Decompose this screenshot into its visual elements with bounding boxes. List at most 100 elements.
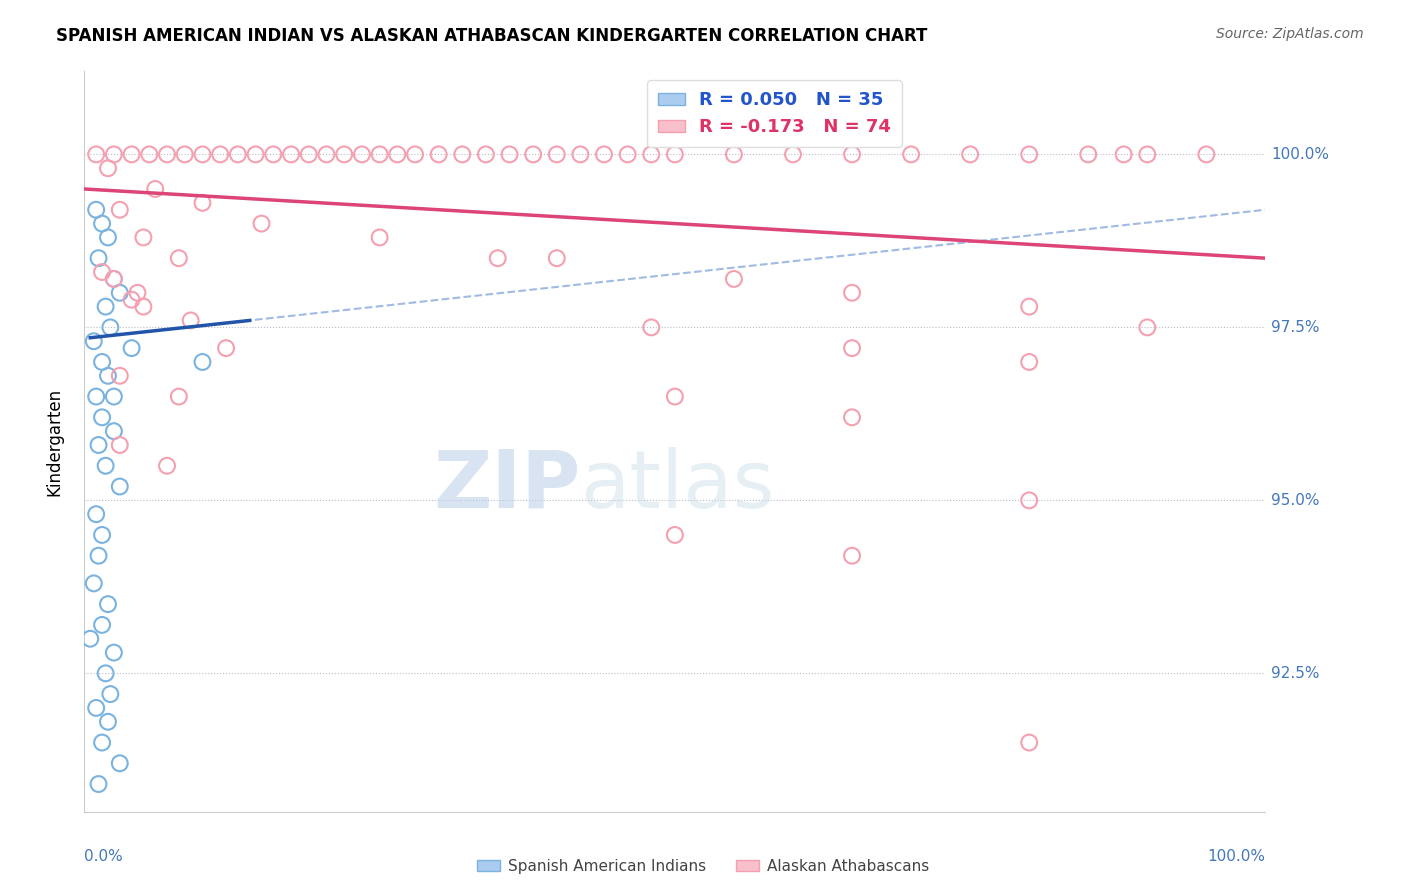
Text: ZIP: ZIP: [433, 447, 581, 525]
Point: [841, 549, 863, 563]
Point: [91, 528, 114, 542]
Point: [103, 646, 125, 660]
Point: [173, 147, 195, 161]
Y-axis label: Kindergarten: Kindergarten: [45, 387, 63, 496]
Point: [350, 147, 373, 161]
Point: [103, 272, 125, 286]
Point: [1136, 320, 1159, 334]
Point: [98, 320, 121, 334]
Point: [640, 147, 662, 161]
Point: [108, 756, 131, 771]
Point: [191, 195, 214, 210]
Point: [108, 479, 131, 493]
Point: [664, 147, 686, 161]
Point: [841, 410, 863, 425]
Point: [79, 632, 101, 646]
Point: [1112, 147, 1135, 161]
Point: [84, 701, 107, 715]
Point: [143, 182, 166, 196]
Point: [1195, 147, 1218, 161]
Point: [664, 528, 686, 542]
Point: [84, 202, 107, 217]
Point: [167, 390, 190, 404]
Point: [593, 147, 616, 161]
Point: [91, 217, 114, 231]
Point: [83, 334, 105, 349]
Point: [84, 507, 107, 521]
Point: [103, 272, 125, 286]
Point: [664, 390, 686, 404]
Legend: R = 0.050   N = 35, R = -0.173   N = 74: R = 0.050 N = 35, R = -0.173 N = 74: [647, 80, 903, 147]
Point: [87, 777, 110, 791]
Text: 92.5%: 92.5%: [1271, 665, 1320, 681]
Point: [782, 147, 804, 161]
Point: [84, 147, 107, 161]
Point: [522, 147, 544, 161]
Point: [121, 341, 143, 355]
Point: [486, 251, 509, 265]
Point: [368, 230, 391, 244]
Point: [87, 438, 110, 452]
Point: [569, 147, 592, 161]
Point: [427, 147, 450, 161]
Point: [209, 147, 232, 161]
Point: [546, 251, 568, 265]
Point: [959, 147, 981, 161]
Point: [103, 390, 125, 404]
Point: [280, 147, 302, 161]
Point: [87, 549, 110, 563]
Point: [94, 666, 117, 681]
Point: [1018, 493, 1040, 508]
Text: 97.5%: 97.5%: [1271, 320, 1320, 334]
Text: SPANISH AMERICAN INDIAN VS ALASKAN ATHABASCAN KINDERGARTEN CORRELATION CHART: SPANISH AMERICAN INDIAN VS ALASKAN ATHAB…: [56, 27, 928, 45]
Point: [91, 265, 114, 279]
Text: 100.0%: 100.0%: [1271, 147, 1329, 161]
Point: [132, 230, 155, 244]
Point: [333, 147, 356, 161]
Point: [97, 597, 120, 611]
Point: [640, 320, 662, 334]
Point: [226, 147, 249, 161]
Point: [84, 390, 107, 404]
Point: [97, 230, 120, 244]
Point: [132, 300, 155, 314]
Point: [841, 147, 863, 161]
Point: [87, 251, 110, 265]
Point: [98, 687, 121, 701]
Point: [167, 251, 190, 265]
Point: [97, 368, 120, 383]
Point: [138, 147, 160, 161]
Point: [841, 285, 863, 300]
Point: [94, 300, 117, 314]
Point: [1018, 300, 1040, 314]
Point: [121, 147, 143, 161]
Point: [156, 147, 179, 161]
Point: [1077, 147, 1099, 161]
Point: [108, 438, 131, 452]
Point: [451, 147, 474, 161]
Point: [315, 147, 337, 161]
Point: [180, 313, 202, 327]
Point: [127, 285, 149, 300]
Point: [368, 147, 391, 161]
Text: atlas: atlas: [581, 447, 775, 525]
Point: [404, 147, 426, 161]
Point: [83, 576, 105, 591]
Point: [91, 735, 114, 749]
Point: [498, 147, 520, 161]
Point: [546, 147, 568, 161]
Point: [298, 147, 321, 161]
Point: [841, 341, 863, 355]
Point: [387, 147, 409, 161]
Point: [723, 272, 745, 286]
Point: [191, 147, 214, 161]
Point: [103, 147, 125, 161]
Point: [215, 341, 238, 355]
Point: [262, 147, 284, 161]
Point: [91, 410, 114, 425]
Text: 100.0%: 100.0%: [1208, 849, 1265, 863]
Point: [723, 147, 745, 161]
Point: [191, 355, 214, 369]
Legend: Spanish American Indians, Alaskan Athabascans: Spanish American Indians, Alaskan Athaba…: [471, 853, 935, 880]
Point: [97, 161, 120, 176]
